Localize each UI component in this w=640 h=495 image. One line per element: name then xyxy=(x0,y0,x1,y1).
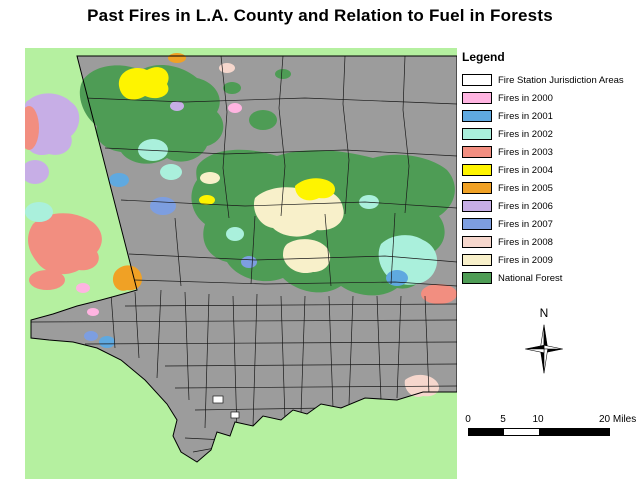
fires-2003-layer xyxy=(25,106,457,304)
map-frame xyxy=(25,48,457,479)
legend-item: Fires in 2006 xyxy=(462,197,638,215)
scale-label-20-miles: 20 Miles xyxy=(599,414,637,425)
legend-swatch xyxy=(462,236,492,248)
legend-item: Fire Station Jurisdiction Areas xyxy=(462,71,638,89)
map-title: Past Fires in L.A. County and Relation t… xyxy=(87,6,553,25)
legend-item: Fires in 2004 xyxy=(462,161,638,179)
legend-item-label: Fires in 2005 xyxy=(498,182,553,194)
legend-item-label: Fires in 2006 xyxy=(498,200,553,212)
legend-swatch xyxy=(462,218,492,230)
legend-panel: Legend Fire Station Jurisdiction Areas F… xyxy=(462,50,638,287)
legend-items: Fire Station Jurisdiction Areas Fires in… xyxy=(462,71,638,287)
legend-item-label: Fires in 2000 xyxy=(498,92,553,104)
legend-swatch xyxy=(462,128,492,140)
fires-2001-layer xyxy=(99,173,408,348)
fires-2009-layer xyxy=(200,172,344,274)
north-arrow: N xyxy=(516,306,572,382)
legend-swatch xyxy=(462,164,492,176)
legend-swatch xyxy=(462,200,492,212)
north-label: N xyxy=(539,306,549,320)
legend-swatch xyxy=(462,146,492,158)
scale-segment-2 xyxy=(504,429,539,435)
scale-label-5: 5 xyxy=(500,414,506,425)
legend-item-label: Fires in 2009 xyxy=(498,254,553,266)
legend-item-label: Fires in 2007 xyxy=(498,218,553,230)
legend-item-label: Fire Station Jurisdiction Areas xyxy=(498,74,624,86)
compass-rose-icon xyxy=(525,324,563,374)
fires-2004-layer xyxy=(118,67,336,205)
legend-swatch xyxy=(462,182,492,194)
legend-item: Fires in 2008 xyxy=(462,233,638,251)
scale-segment-3 xyxy=(539,429,609,435)
legend-swatch xyxy=(462,110,492,122)
legend-item-label: Fires in 2001 xyxy=(498,110,553,122)
legend-item: Fires in 2000 xyxy=(462,89,638,107)
jurisdiction-boundaries xyxy=(31,56,457,453)
legend-swatch xyxy=(462,272,492,284)
fires-2000-layer xyxy=(76,103,242,316)
legend-item: Fires in 2002 xyxy=(462,125,638,143)
legend-item-label: Fires in 2004 xyxy=(498,164,553,176)
legend-item: Fires in 2009 xyxy=(462,251,638,269)
legend-item-label: Fires in 2008 xyxy=(498,236,553,248)
legend-heading: Legend xyxy=(462,50,505,64)
scale-bar-graphic xyxy=(468,428,610,436)
legend-item: Fires in 2001 xyxy=(462,107,638,125)
legend-item-label: Fires in 2003 xyxy=(498,146,553,158)
legend-item: Fires in 2003 xyxy=(462,143,638,161)
legend-item-label: Fires in 2002 xyxy=(498,128,553,140)
legend-item: Fires in 2007 xyxy=(462,215,638,233)
scale-label-0: 0 xyxy=(465,414,471,425)
scale-bar: 0 5 10 20 Miles xyxy=(465,414,640,442)
scale-label-10: 10 xyxy=(532,414,544,425)
legend-swatch xyxy=(462,254,492,266)
legend-item: Fires in 2005 xyxy=(462,179,638,197)
legend-swatch xyxy=(462,74,492,86)
legend-item-label: National Forest xyxy=(498,272,563,284)
map-canvas xyxy=(25,48,457,479)
legend-item: National Forest xyxy=(462,269,638,287)
legend-swatch xyxy=(462,92,492,104)
scale-segment-1 xyxy=(469,429,504,435)
fires-2006-layer xyxy=(25,93,184,184)
